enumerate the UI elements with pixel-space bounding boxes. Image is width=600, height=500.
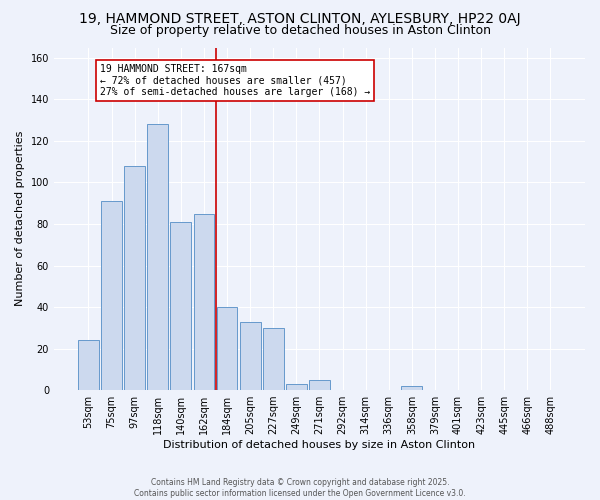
Bar <box>78 340 99 390</box>
Y-axis label: Number of detached properties: Number of detached properties <box>15 131 25 306</box>
X-axis label: Distribution of detached houses by size in Aston Clinton: Distribution of detached houses by size … <box>163 440 476 450</box>
Text: 19, HAMMOND STREET, ASTON CLINTON, AYLESBURY, HP22 0AJ: 19, HAMMOND STREET, ASTON CLINTON, AYLES… <box>79 12 521 26</box>
Bar <box>263 328 284 390</box>
Bar <box>170 222 191 390</box>
Bar <box>401 386 422 390</box>
Bar <box>309 380 330 390</box>
Text: Contains HM Land Registry data © Crown copyright and database right 2025.
Contai: Contains HM Land Registry data © Crown c… <box>134 478 466 498</box>
Text: Size of property relative to detached houses in Aston Clinton: Size of property relative to detached ho… <box>110 24 491 37</box>
Bar <box>217 307 238 390</box>
Bar <box>194 214 214 390</box>
Bar <box>286 384 307 390</box>
Bar <box>240 322 260 390</box>
Text: 19 HAMMOND STREET: 167sqm
← 72% of detached houses are smaller (457)
27% of semi: 19 HAMMOND STREET: 167sqm ← 72% of detac… <box>100 64 370 98</box>
Bar <box>148 124 168 390</box>
Bar <box>101 201 122 390</box>
Bar <box>124 166 145 390</box>
